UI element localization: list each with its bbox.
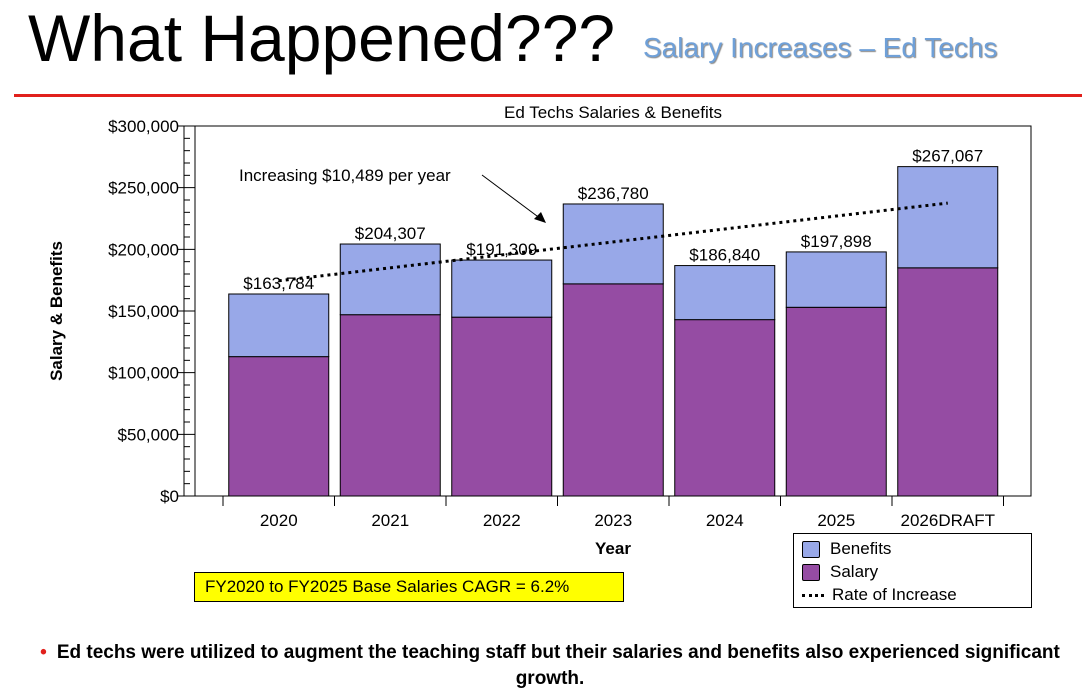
y-tick-label: $100,000 <box>108 364 179 383</box>
y-axis: $0 $50,000 $100,000 $150,000 $200,000 $250,00… <box>108 117 195 506</box>
bar-salary <box>339 314 441 497</box>
total-data-label: $163,784 <box>243 274 314 293</box>
bar-salary <box>451 316 553 497</box>
bar-benefits <box>339 243 441 316</box>
bullet-point: • Ed techs were utilized to augment the t… <box>30 640 1070 692</box>
slide-subtitle: Salary Increases – Ed Techs <box>643 32 998 63</box>
x-axis: 2020 2021 2022 2023 2024 2025 2026DRAFT <box>195 495 1031 530</box>
trend-line <box>278 201 948 283</box>
slide-title: What Happened??? <box>28 1 616 75</box>
legend-item-salary: Salary <box>802 561 878 583</box>
x-tick-label: 2022 <box>483 511 521 530</box>
salary-swatch <box>802 563 820 581</box>
bars-group <box>228 166 999 497</box>
bar-salary <box>897 267 999 497</box>
y-tick-label: $50,000 <box>118 425 179 444</box>
legend-item-rate: Rate of Increase <box>802 584 957 606</box>
bar-benefits <box>674 265 776 321</box>
annotation-group: Increasing $10,489 per year <box>239 166 546 223</box>
legend-label-rate: Rate of Increase <box>832 585 957 604</box>
cagr-callout: FY2020 to FY2025 Base Salaries CAGR = 6.… <box>194 572 624 602</box>
bar-salary <box>228 356 330 497</box>
bar-salary <box>785 306 887 497</box>
x-tick-label: 2020 <box>260 511 298 530</box>
chart-title: Ed Techs Salaries & Benefits <box>504 103 722 122</box>
annotation-arrow-line <box>481 174 542 220</box>
trend-annotation: Increasing $10,489 per year <box>239 166 451 185</box>
benefits-swatch <box>802 540 820 558</box>
x-tick-label: 2021 <box>371 511 409 530</box>
x-tick-label: 2025 <box>817 511 855 530</box>
bar-salary <box>562 283 664 497</box>
title-divider <box>14 94 1082 97</box>
legend-label-salary: Salary <box>830 562 879 581</box>
legend-label-benefits: Benefits <box>830 539 892 558</box>
bar-salary <box>674 319 776 497</box>
total-data-label: $186,840 <box>689 246 760 265</box>
total-data-label: $267,067 <box>912 147 983 166</box>
bar-benefits <box>562 203 664 285</box>
x-tick-label: 2023 <box>594 511 632 530</box>
x-axis-label: Year <box>595 539 631 558</box>
total-data-label: $236,780 <box>578 184 649 203</box>
bar-benefits <box>451 259 553 318</box>
bar-benefits <box>228 293 330 358</box>
y-tick-label: $300,000 <box>108 117 179 136</box>
bar-benefits <box>785 251 887 308</box>
rate-line-sample <box>802 593 824 597</box>
total-data-label: $197,898 <box>801 232 872 251</box>
total-data-label: $191,309 <box>466 240 537 259</box>
x-tick-label: 2026DRAFT <box>901 511 995 530</box>
annotation-arrowhead <box>534 212 546 223</box>
y-tick-label: $0 <box>160 487 179 506</box>
legend: Benefits Salary Rate of Increase <box>793 533 1032 608</box>
y-tick-label: $150,000 <box>108 302 179 321</box>
total-labels-group: $163,784 $204,307 $191,309 $236,780 $186,840… <box>243 147 983 293</box>
legend-item-benefits: Benefits <box>802 538 891 560</box>
y-tick-label: $250,000 <box>108 179 179 198</box>
bullet-text: Ed techs were utilized to augment the te… <box>56 642 1060 689</box>
y-axis-label: Salary & Benefits <box>47 241 66 381</box>
total-data-label: $204,307 <box>355 224 426 243</box>
x-tick-label: 2024 <box>706 511 744 530</box>
trend-group <box>278 201 948 283</box>
bar-benefits <box>897 166 999 269</box>
bullet-dot-icon: • <box>40 642 47 663</box>
y-tick-label: $200,000 <box>108 240 179 259</box>
